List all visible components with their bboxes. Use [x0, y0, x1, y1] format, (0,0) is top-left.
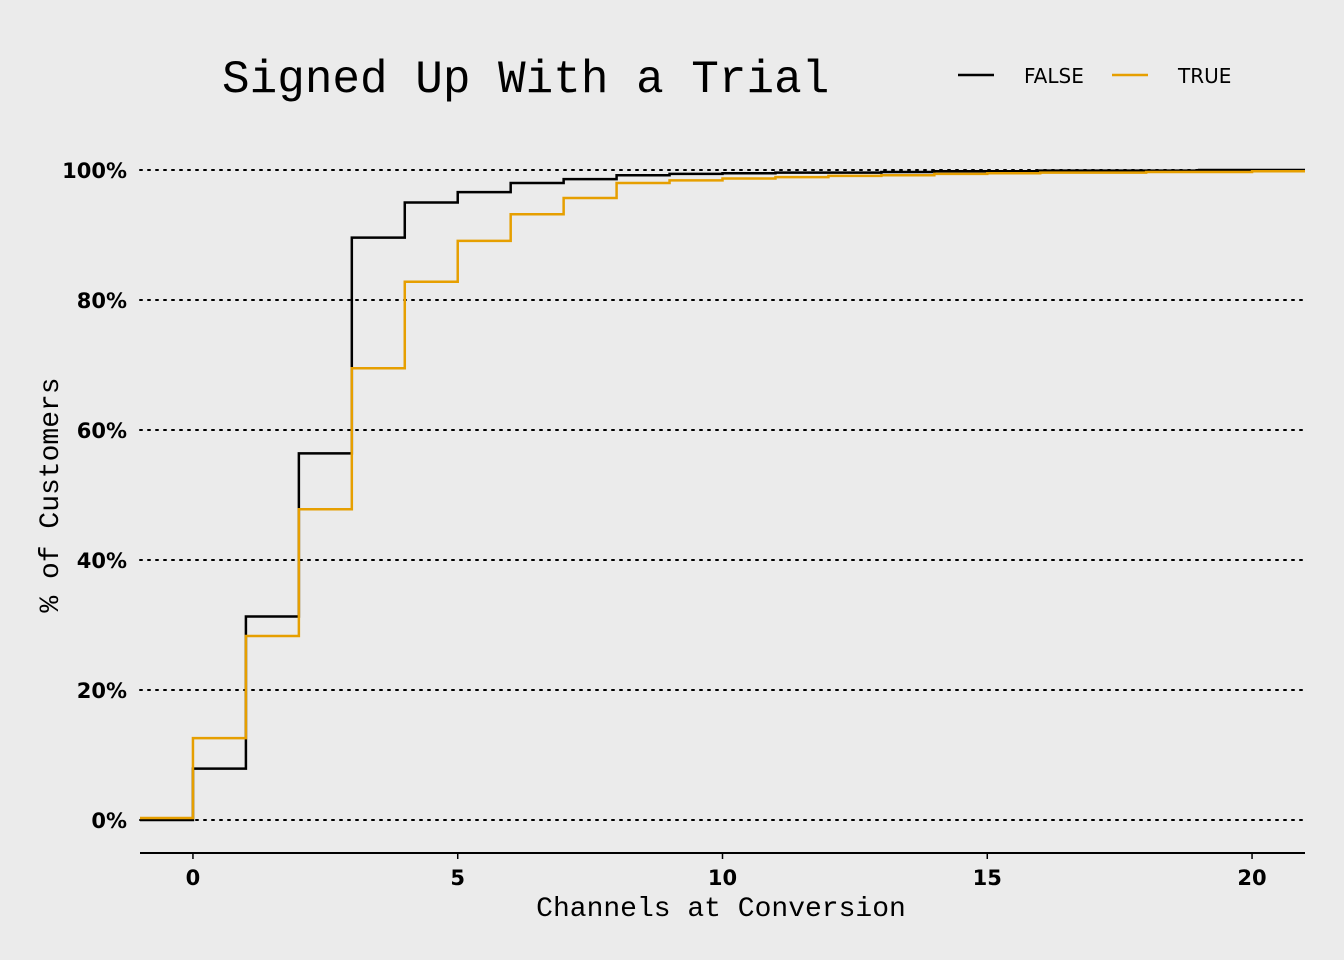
y-tick-label: 80%	[77, 289, 127, 313]
x-tick-label: 20	[1237, 866, 1266, 890]
y-tick-label: 100%	[62, 159, 127, 183]
x-axis: 0 5 10 15 20	[140, 852, 1305, 890]
y-tick-label: 40%	[77, 549, 127, 573]
chart-title: Signed Up With a Trial	[222, 54, 829, 106]
legend: FALSE TRUE	[958, 64, 1231, 88]
x-tick-label: 0	[186, 866, 201, 890]
series-line-false	[140, 168, 1305, 822]
x-tick-label: 5	[450, 866, 465, 890]
series-lines	[140, 168, 1305, 822]
gridlines	[139, 169, 1306, 821]
x-axis-title: Channels at Conversion	[536, 894, 906, 925]
series-line-true	[140, 170, 1305, 820]
x-tick-label: 10	[708, 866, 737, 890]
legend-label-true: TRUE	[1177, 64, 1231, 88]
legend-label-false: FALSE	[1024, 64, 1084, 88]
y-tick-label: 20%	[77, 679, 127, 703]
y-axis-title: % of Customers	[36, 377, 67, 612]
y-axis-ticks: 0% 20% 40% 60% 80% 100%	[62, 159, 127, 833]
x-tick-label: 15	[973, 866, 1002, 890]
y-tick-label: 0%	[91, 809, 127, 833]
y-tick-label: 60%	[77, 419, 127, 443]
